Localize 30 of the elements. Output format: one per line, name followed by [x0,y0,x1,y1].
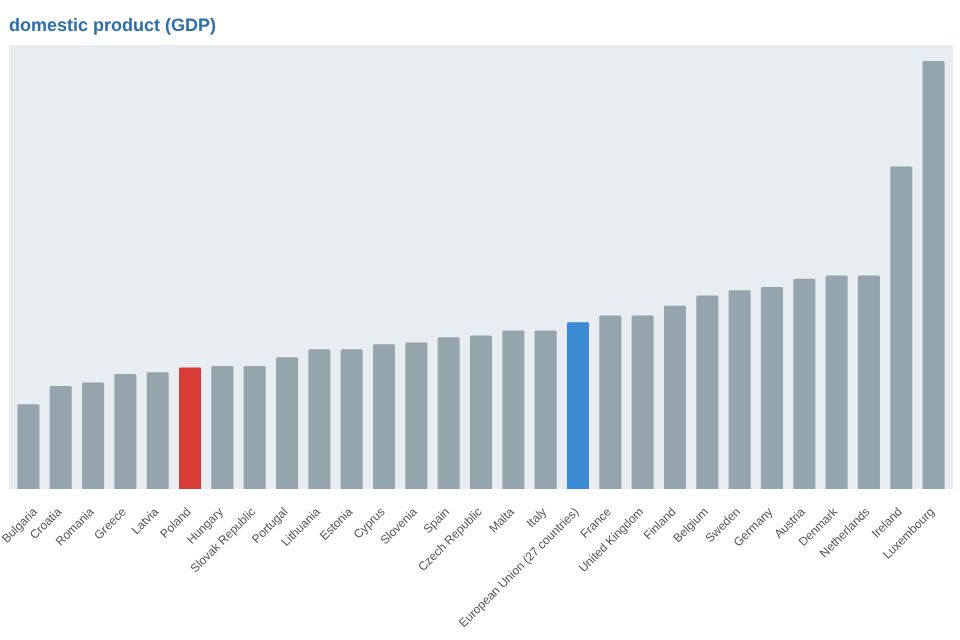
bar [372,344,396,489]
bar [566,322,590,489]
bar [890,166,913,489]
bar [599,315,622,489]
bar [696,295,719,489]
bar [114,374,137,489]
bar [437,337,460,489]
bar [728,290,751,489]
bar [663,305,686,489]
bar [82,382,105,489]
bar [469,335,493,489]
bar [308,349,331,489]
bar [857,275,880,489]
bar [179,367,202,489]
bar [211,365,234,489]
bar [146,372,169,489]
bar [631,315,654,489]
bar [243,365,266,489]
bar [17,404,40,489]
chart-title: domestic product (GDP) [9,15,217,35]
bar [922,61,945,489]
bar [534,330,557,489]
bar [276,357,299,489]
bar [825,275,848,489]
bar [49,385,72,489]
bar [760,286,783,489]
bar [405,342,428,489]
bar [793,278,816,489]
bar [502,330,525,489]
bar [340,349,363,489]
